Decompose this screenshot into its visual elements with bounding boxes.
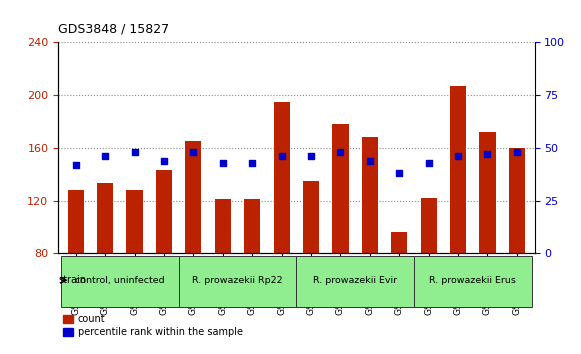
Bar (61, 256, 179, 307)
Bar (391, 232, 407, 253)
Point (336, 149, 345, 155)
Bar (296, 256, 414, 307)
Point (71, 162, 80, 167)
Bar (509, 148, 525, 253)
Bar (185, 141, 202, 253)
Bar (303, 181, 319, 253)
Point (189, 149, 198, 155)
Text: R. prowazekii Rp22: R. prowazekii Rp22 (192, 276, 283, 285)
Bar (421, 198, 437, 253)
Point (101, 154, 110, 159)
Point (483, 152, 492, 157)
Point (218, 160, 227, 165)
Bar (332, 124, 349, 253)
Bar (414, 256, 532, 307)
Point (159, 158, 168, 163)
Bar (215, 199, 231, 253)
Point (512, 149, 522, 155)
Bar (274, 102, 290, 253)
Bar (67, 190, 84, 253)
Text: control, uninfected: control, uninfected (75, 276, 164, 285)
Text: R. prowazekii Evir: R. prowazekii Evir (313, 276, 397, 285)
Point (248, 160, 257, 165)
Bar (97, 183, 113, 253)
Bar (479, 132, 496, 253)
Bar (244, 199, 260, 253)
Bar (179, 256, 296, 307)
Legend: count, percentile rank within the sample: count, percentile rank within the sample (63, 314, 242, 337)
Point (277, 154, 286, 159)
Point (394, 170, 404, 176)
Text: R. prowazekii Erus: R. prowazekii Erus (429, 276, 516, 285)
Text: GDS3848 / 15827: GDS3848 / 15827 (58, 22, 169, 35)
Point (365, 158, 375, 163)
Text: strain: strain (59, 275, 87, 285)
Point (306, 154, 315, 159)
Point (130, 149, 139, 155)
Bar (450, 86, 466, 253)
Point (424, 160, 433, 165)
Bar (156, 170, 172, 253)
Bar (362, 137, 378, 253)
Point (453, 154, 462, 159)
Bar (127, 190, 143, 253)
